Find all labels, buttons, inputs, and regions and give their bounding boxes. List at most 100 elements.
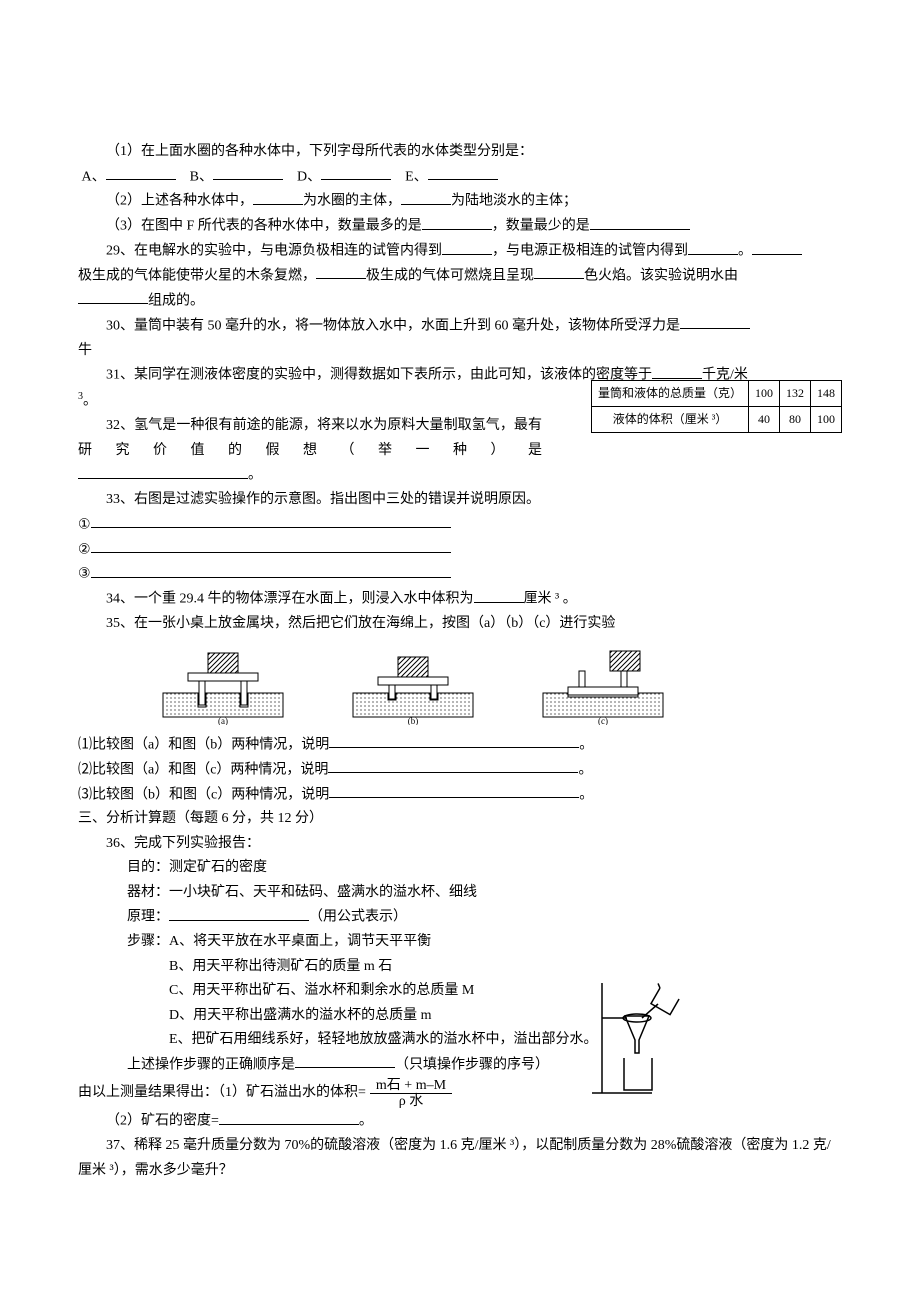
row-header: 液体的体积（厘米 ³） [591,407,748,433]
numerator: m石 + m–M [370,1078,452,1094]
row-header: 量筒和液体的总质量（克） [591,381,748,407]
text: 由以上测量结果得出：（1）矿石溢出水的体积= [78,1081,366,1106]
q35-sub2: ⑵比较图（a）和图（c）两种情况，说明 。 [78,758,842,783]
blank [401,189,451,204]
text: ⑴比较图（a）和图（b）两种情况，说明 [78,737,329,752]
text: （3）在图中 F 所代表的各种水体中，数量最多的是 [106,219,422,234]
label: ② [78,542,91,557]
q28-part1: （1）在上面水圈的各种水体中，下列字母所代表的水体类型分别是： [78,140,842,165]
diagram-label: (a) [218,716,228,725]
blank [106,165,176,180]
blank [219,1109,359,1124]
text: 上述操作步骤的正确顺序是 [127,1057,295,1072]
cell: 40 [749,407,780,433]
blank [680,314,750,329]
table-row: 液体的体积（厘米 ³） 40 80 100 [591,407,841,433]
text: 。 [248,468,262,483]
section3-title: 三、分析计算题（每题 6 分，共 12 分） [78,807,842,832]
text: ，与电源正极相连的试管内得到 [492,244,688,259]
cell: 100 [811,407,842,433]
q28-part2: （2）上述各种水体中，为水圈的主体，为陆地淡水的主体； [78,189,842,214]
q28-part1-blanks: A、 B、 D、 E、 [78,165,842,190]
label-E: E、 [405,169,428,184]
q36-order: 上述操作步骤的正确顺序是 （只填操作步骤的序号） [78,1053,842,1078]
blank [253,189,303,204]
cell: 132 [780,381,811,407]
cell: 148 [811,381,842,407]
text: 极生成的气体能使带火星的木条复燃， [78,268,316,283]
blank [474,587,524,602]
q36-stepE: E、把矿石用细线系好，轻轻地放放盛满水的溢水杯中，溢出部分水。 [78,1028,842,1053]
label: ③ [78,567,91,582]
label-B: B、 [190,169,213,184]
formula-fraction: m石 + m–M ρ 水 [370,1078,452,1110]
text: 厘米 ³ 。 [524,592,577,607]
blank [534,264,584,279]
label: ① [78,517,91,532]
q36-stepC: C、用天平称出矿石、溢水杯和剩余水的总质量 M [78,979,842,1004]
blank [91,538,451,553]
q36-equipment: 器材：一小块矿石、天平和砝码、盛满水的溢水杯、细线 [78,881,842,906]
blank [688,239,738,254]
blank [316,264,366,279]
text: 。 [579,787,593,802]
blank [169,905,309,920]
text: 29、在电解水的实验中，与电源负极相连的试管内得到 [106,244,442,259]
q35-sub1: ⑴比较图（a）和图（b）两种情况，说明。 [78,733,842,758]
denominator: ρ 水 [393,1094,430,1109]
q36-purpose: 目的：测定矿石的密度 [78,856,842,881]
blank [321,165,391,180]
text: 31、某同学在测液体密度的实验中，测得数据如下表所示，由此可知，该液体的密度等于 [106,368,652,383]
q36-stepD: D、用天平称出盛满水的溢水杯的总质量 m [78,1004,842,1029]
text: 极生成的气体可燃烧且呈现 [366,268,534,283]
cell: 100 [749,381,780,407]
pressure-diagram-a-icon: (a) [158,645,288,725]
blank [78,463,248,478]
label-D: D、 [297,169,321,184]
blank [752,239,802,254]
q36-result2: （2）矿石的密度=。 [78,1109,842,1134]
text: 。 [578,762,592,777]
q29-line2: 极生成的气体能使带火星的木条复燃， 极生成的气体可燃烧且呈现 色火焰。该实验说明水由 [78,264,842,289]
pressure-diagram-b-icon: (b) [348,645,478,725]
text: 。 [83,394,97,409]
q36-stepA: 步骤：A、将天平放在水平桌面上，调节天平平衡 [78,930,842,955]
table-row: 量筒和液体的总质量（克） 100 132 148 [591,381,841,407]
q33-intro: 33、右图是过滤实验操作的示意图。指出图中三处的错误并说明原因。 [78,488,842,513]
blank [328,758,578,773]
text: 色火焰。该实验说明水由 [584,268,738,283]
text: 32、氢气是一种很有前途的能源，将来以水为原料大量制取氢气，最有研究价值的假想（… [78,418,542,458]
blank [590,214,690,229]
cell: 80 [780,407,811,433]
text: 组成的。 [148,293,204,308]
q30-line1: 30、量筒中装有 50 毫升的水，将一物体放入水中，水面上升到 60 毫升处，该… [78,314,842,339]
q33-item3: ③ [78,562,842,587]
blank [91,562,451,577]
q36-result1: 由以上测量结果得出：（1）矿石溢出水的体积= m石 + m–M ρ 水 [78,1078,842,1110]
blank [652,363,702,378]
text: 34、一个重 29.4 牛的物体漂浮在水面上，则浸入水中体积为 [106,592,474,607]
diagram-label: (c) [598,716,608,725]
q36-stepB: B、用天平称出待测矿石的质量 m 石 [78,955,842,980]
q33-item2: ② [78,538,842,563]
q31-data-table: 量筒和液体的总质量（克） 100 132 148 液体的体积（厘米 ³） 40 … [591,380,842,433]
text: 原理： [127,910,169,925]
text: ，数量最少的是 [492,219,590,234]
q28-part3: （3）在图中 F 所代表的各种水体中，数量最多的是 ，数量最少的是 [78,214,842,239]
q36-principle: 原理： （用公式表示） [78,905,842,930]
q36-intro: 36、完成下列实验报告： [78,832,842,857]
blank [78,289,148,304]
text: 。 [359,1114,373,1129]
blank [422,214,492,229]
text: ⑵比较图（a）和图（c）两种情况，说明 [78,762,328,777]
text: （用公式表示） [309,910,407,925]
q33-wrap: 33、右图是过滤实验操作的示意图。指出图中三处的错误并说明原因。 ① ② ③ [78,488,842,587]
q33-item1: ① [78,513,842,538]
blank [428,165,498,180]
text: 为陆地淡水的主体； [451,194,577,209]
blank [213,165,283,180]
filter-diagram-icon [582,978,692,1098]
text: （只填操作步骤的序号） [395,1057,549,1072]
blank [442,239,492,254]
blank [329,733,579,748]
